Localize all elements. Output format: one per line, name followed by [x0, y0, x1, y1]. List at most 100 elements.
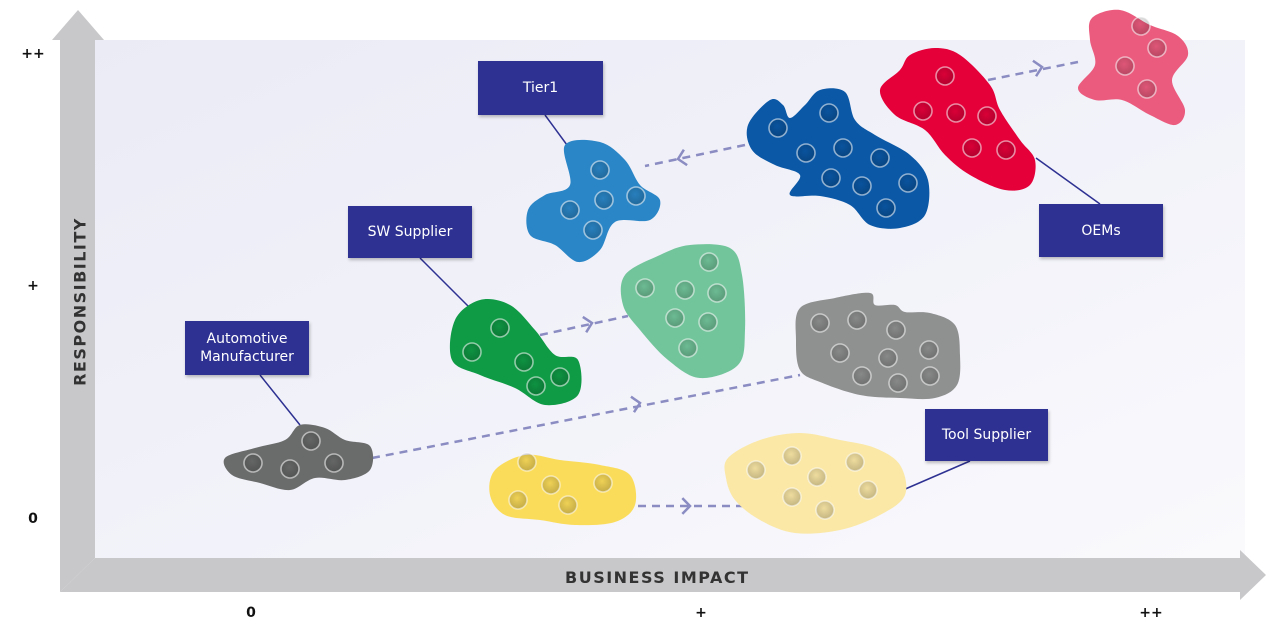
- stud-icon: [490, 318, 510, 338]
- stud-icon: [920, 366, 940, 386]
- x-axis-title: BUSINESS IMPACT: [565, 568, 750, 587]
- stud-icon: [1137, 79, 1157, 99]
- stud-icon: [870, 148, 890, 168]
- stud-icon: [845, 452, 865, 472]
- stud-icon: [878, 348, 898, 368]
- tool-supplier-connector: [902, 460, 971, 491]
- sw-supplier-connector: [419, 257, 471, 309]
- stud-icon: [810, 313, 830, 333]
- tier1-arrow: [644, 143, 746, 168]
- stud-icon: [1147, 38, 1167, 58]
- oems-future-blob: [1078, 9, 1189, 126]
- stud-icon: [1115, 56, 1135, 76]
- sw-supplier-arrow: [539, 314, 629, 337]
- x-tick-mid: +: [695, 605, 707, 621]
- stud-icon: [746, 460, 766, 480]
- stud-icon: [583, 220, 603, 240]
- stud-icon: [324, 453, 344, 473]
- oems-connector: [1035, 157, 1101, 205]
- tool-supplier-arrow: [638, 497, 755, 515]
- stud-icon: [558, 495, 578, 515]
- stud-icon: [830, 343, 850, 363]
- stud-icon: [886, 320, 906, 340]
- stud-icon: [858, 480, 878, 500]
- stud-icon: [626, 186, 646, 206]
- stud-icon: [675, 280, 695, 300]
- label-tier1: Tier1: [478, 61, 603, 115]
- x-tick-high: ++: [1139, 605, 1163, 621]
- stud-icon: [517, 452, 537, 472]
- y-tick-mid: +: [27, 278, 39, 294]
- oems-arrow: [987, 59, 1079, 82]
- stud-icon: [560, 200, 580, 220]
- stud-icon: [852, 366, 872, 386]
- stud-icon: [796, 143, 816, 163]
- automotive-manufacturer-connector: [259, 374, 301, 426]
- stud-icon: [946, 103, 966, 123]
- tier1-current-blob: [746, 88, 930, 229]
- tool-supplier-blob: [489, 452, 637, 526]
- stud-icon: [590, 160, 610, 180]
- stud-icon: [514, 352, 534, 372]
- stud-icon: [526, 376, 546, 396]
- stud-icon: [819, 103, 839, 123]
- stud-icon: [888, 373, 908, 393]
- y-axis-title: RESPONSIBILITY: [70, 217, 90, 386]
- label-sw-supplier: SW Supplier: [348, 206, 472, 258]
- label-automotive-manufacturer: Automotive Manufacturer: [185, 321, 309, 375]
- automotive-manufacturer-future-blob: [795, 292, 961, 400]
- chevron-icon: [1032, 59, 1044, 77]
- automotive-manufacturer-arrow: [371, 373, 801, 460]
- stud-icon: [935, 66, 955, 86]
- stud-icon: [462, 342, 482, 362]
- stud-icon: [550, 367, 570, 387]
- y-tick-low: 0: [28, 511, 38, 527]
- stud-icon: [807, 467, 827, 487]
- stud-icon: [913, 101, 933, 121]
- chevron-icon: [582, 315, 594, 333]
- stud-icon: [508, 490, 528, 510]
- stud-icon: [678, 338, 698, 358]
- x-axis-arrow: [60, 550, 1266, 600]
- stud-icon: [594, 190, 614, 210]
- stud-icon: [635, 278, 655, 298]
- chevron-icon: [630, 395, 642, 413]
- stud-icon: [977, 106, 997, 126]
- stud-icon: [898, 173, 918, 193]
- stud-icon: [833, 138, 853, 158]
- stud-icon: [815, 500, 835, 520]
- stud-icon: [782, 487, 802, 507]
- stud-icon: [707, 283, 727, 303]
- stud-icon: [593, 473, 613, 493]
- y-axis-arrow: [52, 10, 104, 592]
- x-tick-low: 0: [246, 605, 256, 621]
- sw-supplier-future-blob: [620, 244, 746, 379]
- label-oems: OEMs: [1039, 204, 1163, 257]
- stud-icon: [919, 340, 939, 360]
- stud-icon: [1131, 16, 1151, 36]
- chevron-icon: [681, 497, 692, 515]
- stud-icon: [847, 310, 867, 330]
- tier1-connector: [544, 114, 568, 146]
- tool-supplier-future-blob: [724, 433, 907, 534]
- sw-supplier-blob: [449, 299, 582, 406]
- stud-icon: [782, 446, 802, 466]
- stud-icon: [962, 138, 982, 158]
- tier1-blob: [526, 139, 661, 263]
- chevron-icon: [676, 149, 688, 167]
- stud-icon: [876, 198, 896, 218]
- stud-icon: [301, 431, 321, 451]
- stud-icon: [280, 459, 300, 479]
- y-tick-high: ++: [21, 46, 45, 62]
- stud-icon: [852, 176, 872, 196]
- oems-blob: [879, 48, 1036, 191]
- stud-icon: [996, 140, 1016, 160]
- label-tool-supplier: Tool Supplier: [925, 409, 1048, 461]
- stud-icon: [699, 252, 719, 272]
- stud-icon: [541, 475, 561, 495]
- stud-icon: [698, 312, 718, 332]
- stud-icon: [665, 308, 685, 328]
- stud-icon: [821, 168, 841, 188]
